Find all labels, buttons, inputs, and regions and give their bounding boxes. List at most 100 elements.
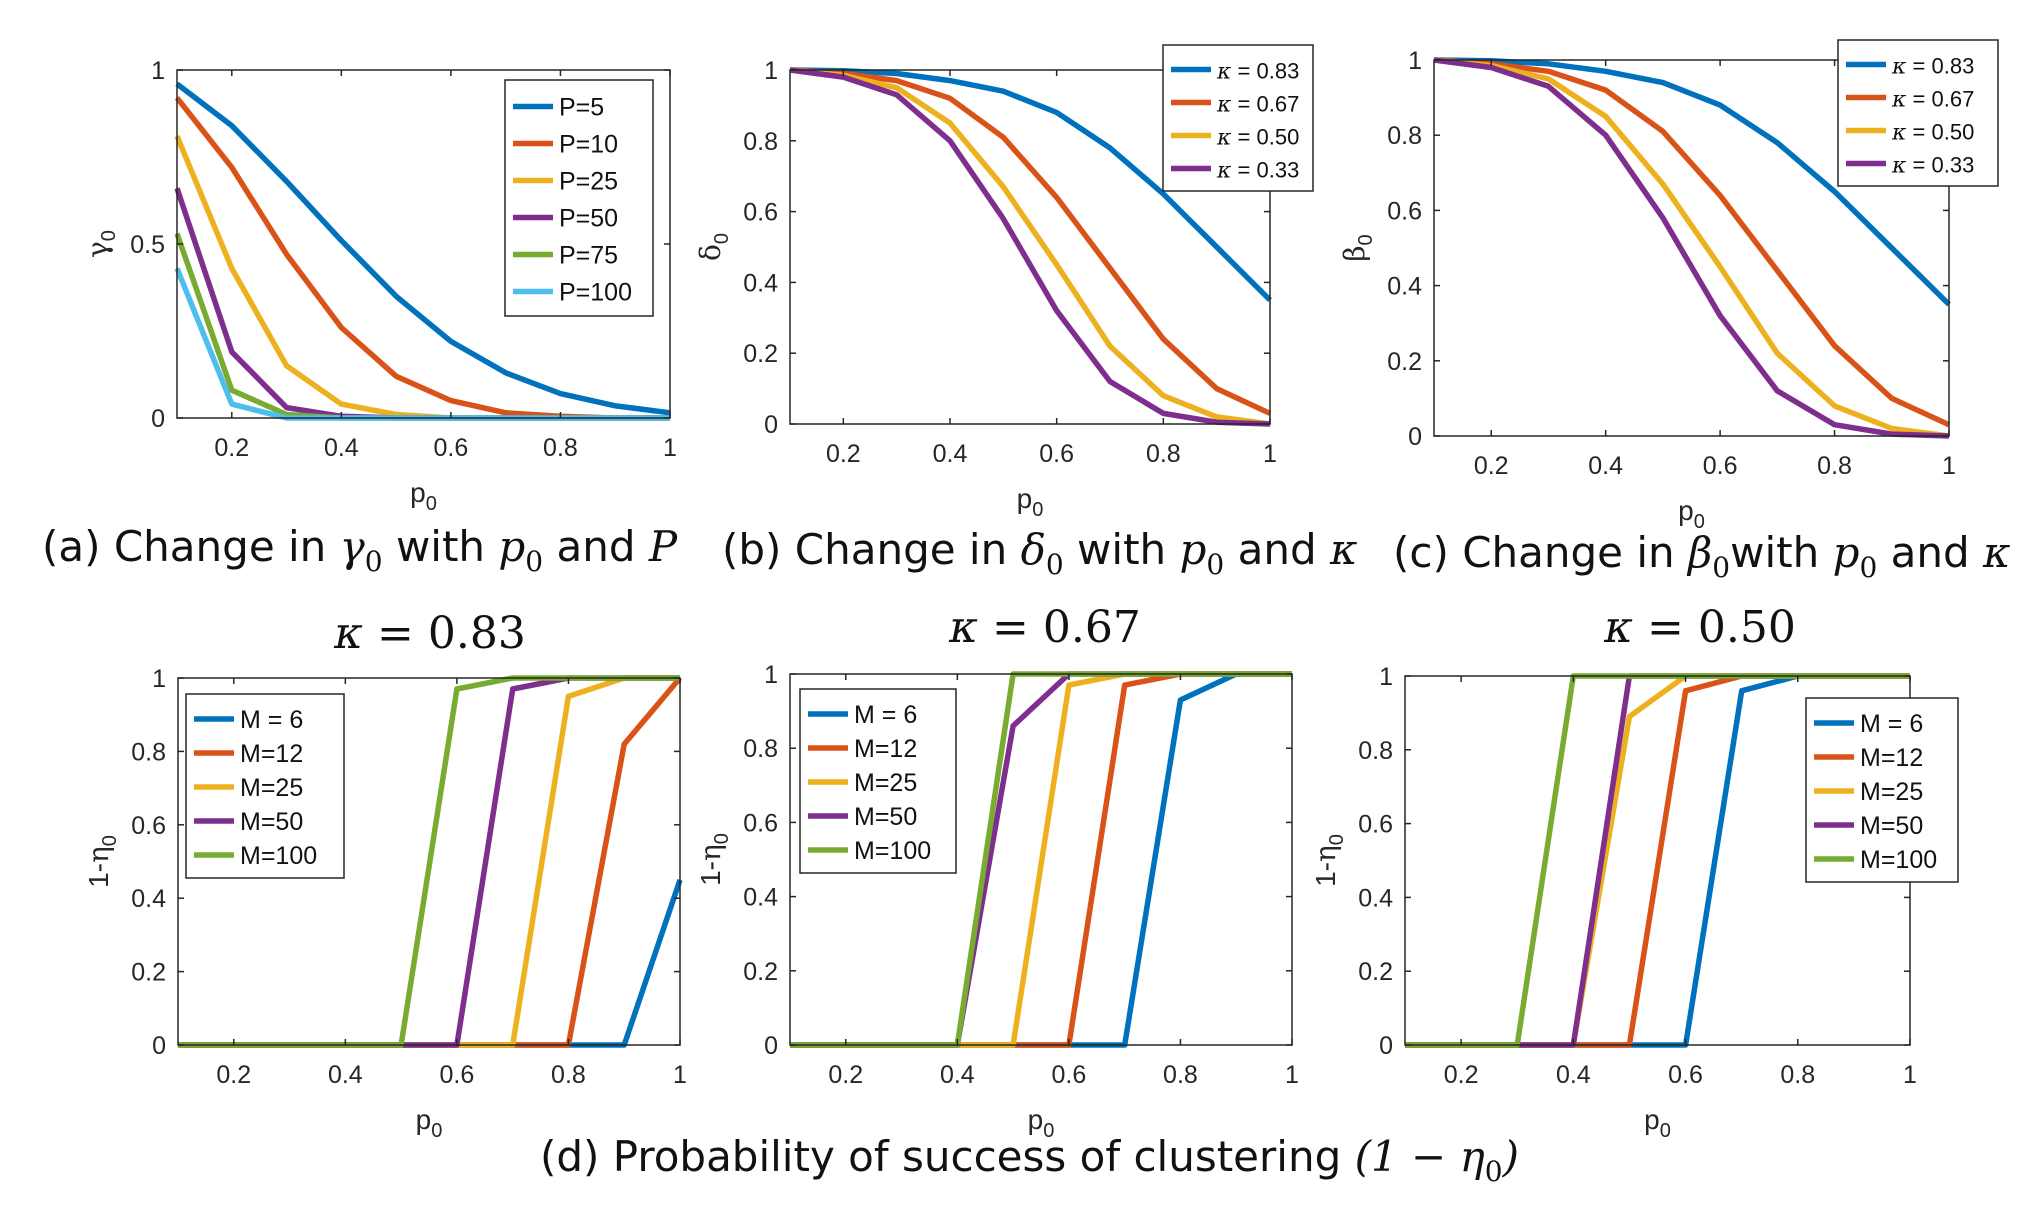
y-tick-label-a-2: 1 bbox=[151, 57, 165, 85]
caption-b-symbol-sub: 0 bbox=[1045, 548, 1064, 581]
legend-label-a-3: P=50 bbox=[559, 205, 618, 233]
y-tick-label-d3-2: 0.4 bbox=[1358, 884, 1393, 912]
panel-title-d3-value: = 0.50 bbox=[1633, 602, 1796, 653]
panel-title-d2-value: = 0.67 bbox=[978, 602, 1141, 653]
legend-box-d2 bbox=[799, 688, 957, 874]
series-line-c-0 bbox=[1433, 57, 1951, 307]
caption-a-mid: with bbox=[382, 522, 499, 571]
x-tick-label-a-4: 1 bbox=[663, 434, 677, 462]
y-tick-label-b-2: 0.4 bbox=[743, 269, 778, 297]
x-tick-label-c-1: 0.4 bbox=[1588, 452, 1623, 480]
legend-d2: M = 6 M=12 M=25 M=50 M=100 bbox=[799, 688, 957, 874]
chart-d3: 0.2 0.4 0.6 0.8 1 0 0.2 0.4 0.6 0.8 1 p0 1-η0 M = 6 M=… bbox=[1309, 663, 1959, 1142]
legend-label-b-3: κ = 0.33 bbox=[1216, 158, 1299, 184]
legend-label-a-2: P=25 bbox=[559, 168, 618, 196]
y-tick-label-c-4: 0.8 bbox=[1387, 122, 1422, 150]
panel-title-d2: κ = 0.67 bbox=[915, 602, 1175, 653]
axes-box-d2 bbox=[789, 673, 1293, 1046]
chart-d2: 0.2 0.4 0.6 0.8 1 0 0.2 0.4 0.6 0.8 1 p0 1-η0 M = 6 M=… bbox=[694, 661, 1299, 1142]
y-tick-label-d2-0: 0 bbox=[764, 1032, 778, 1060]
legend-label-d2-2: M=25 bbox=[854, 769, 917, 797]
legend-label-d2-4: M=100 bbox=[854, 837, 931, 865]
series-line-b-2 bbox=[789, 67, 1271, 427]
x-tick-label-d1-3: 0.8 bbox=[551, 1061, 586, 1089]
y-tick-label-a-1: 0.5 bbox=[130, 231, 165, 259]
caption-d-close: ) bbox=[1502, 1132, 1519, 1181]
legend-label-b-2: κ = 0.50 bbox=[1216, 125, 1299, 151]
x-tick-label-b-0: 0.2 bbox=[826, 440, 861, 468]
x-tick-label-d1-4: 1 bbox=[673, 1061, 687, 1089]
chart-d1: 0.2 0.4 0.6 0.8 1 0 0.2 0.4 0.6 0.8 1 p0 1-η0 M = 6 M=… bbox=[82, 665, 687, 1142]
panel-title-d1-symbol: κ bbox=[334, 608, 364, 659]
legend-label-a-5: P=100 bbox=[559, 279, 632, 307]
y-tick-label-c-3: 0.6 bbox=[1387, 197, 1422, 225]
caption-b-last: κ bbox=[1329, 525, 1358, 574]
y-tick-label-d1-4: 0.8 bbox=[131, 738, 166, 766]
x-tick-label-c-2: 0.6 bbox=[1703, 452, 1738, 480]
axes-box-d1 bbox=[177, 677, 681, 1046]
panel-title-d3: κ = 0.50 bbox=[1570, 602, 1830, 653]
caption-a-symbol: γ bbox=[339, 522, 365, 571]
y-tick-label-d1-5: 1 bbox=[152, 665, 166, 693]
caption-b-symbol: δ bbox=[1020, 525, 1046, 574]
y-tick-label-d1-2: 0.4 bbox=[131, 885, 166, 913]
caption-a-last: P bbox=[648, 522, 678, 571]
panel-title-d3-symbol: κ bbox=[1604, 602, 1634, 653]
legend-d1: M = 6 M=12 M=25 M=50 M=100 bbox=[185, 693, 345, 879]
series-line-a-0 bbox=[175, 81, 671, 416]
y-tick-label-d3-3: 0.6 bbox=[1358, 811, 1393, 839]
legend-label-b-0: κ = 0.83 bbox=[1216, 59, 1299, 85]
legend-a: P=5 P=10 P=25 P=50 P=75 P=100 bbox=[504, 79, 654, 317]
caption-d-expr-sub: 0 bbox=[1484, 1155, 1503, 1188]
caption-c-p: p bbox=[1832, 528, 1860, 577]
x-tick-label-d1-2: 0.6 bbox=[440, 1061, 475, 1089]
legend-label-c-1: κ = 0.67 bbox=[1891, 87, 1974, 113]
caption-c-pre: (c) Change in bbox=[1393, 528, 1689, 577]
series-line-b-1 bbox=[789, 67, 1272, 416]
y-tick-label-d1-3: 0.6 bbox=[131, 812, 166, 840]
x-tick-label-d3-2: 0.6 bbox=[1668, 1061, 1703, 1089]
legend-label-d3-3: M=50 bbox=[1860, 812, 1923, 840]
legend-label-d1-2: M=25 bbox=[240, 774, 303, 802]
legend-label-d1-3: M=50 bbox=[240, 808, 303, 836]
x-tick-label-d2-3: 0.8 bbox=[1163, 1061, 1198, 1089]
y-tick-label-c-1: 0.2 bbox=[1387, 348, 1422, 376]
x-tick-label-a-0: 0.2 bbox=[214, 434, 249, 462]
caption-b: (b) Change in δ0 with p0 and κ bbox=[722, 525, 1358, 581]
x-axis-label-d2: p0 bbox=[1028, 1104, 1055, 1142]
x-tick-label-c-4: 1 bbox=[1942, 452, 1956, 480]
caption-d-expr: (1 − η bbox=[1354, 1132, 1485, 1181]
legend-b: κ = 0.83 κ = 0.67 κ = 0.50 κ = 0.33 bbox=[1162, 44, 1314, 192]
series-line-c-3 bbox=[1433, 57, 1950, 439]
y-tick-label-b-1: 0.2 bbox=[743, 340, 778, 368]
y-tick-label-a-0: 0 bbox=[151, 405, 165, 433]
x-tick-label-d3-3: 0.8 bbox=[1780, 1061, 1815, 1089]
x-tick-label-a-1: 0.4 bbox=[324, 434, 359, 462]
x-tick-label-a-3: 0.8 bbox=[543, 434, 578, 462]
legend-label-d1-1: M=12 bbox=[240, 740, 303, 768]
legend-label-c-3: κ = 0.33 bbox=[1891, 153, 1974, 179]
legend-label-d3-1: M=12 bbox=[1860, 744, 1923, 772]
y-axis-label-d3: 1-η0 bbox=[1309, 834, 1348, 887]
caption-c-symbol-sub: 0 bbox=[1712, 551, 1731, 584]
panel-title-d1: κ = 0.83 bbox=[300, 608, 560, 659]
caption-b-and: and bbox=[1224, 525, 1330, 574]
y-tick-label-d2-3: 0.6 bbox=[743, 809, 778, 837]
y-tick-label-b-0: 0 bbox=[764, 411, 778, 439]
x-tick-label-d2-1: 0.4 bbox=[940, 1061, 975, 1089]
y-tick-label-d3-1: 0.2 bbox=[1358, 958, 1393, 986]
legend-label-d3-0: M = 6 bbox=[1860, 710, 1923, 738]
y-axis-label-d1: 1-η0 bbox=[82, 835, 121, 888]
legend-label-d2-0: M = 6 bbox=[854, 701, 917, 729]
legend-label-d3-2: M=25 bbox=[1860, 778, 1923, 806]
legend-d3: M = 6 M=12 M=25 M=50 M=100 bbox=[1805, 697, 1959, 883]
chart-a: 0.2 0.4 0.6 0.8 1 0 0.5 1 p0 γ0 P=5 P=10 P=25 P=50 P=7… bbox=[81, 57, 677, 515]
x-tick-label-b-4: 1 bbox=[1263, 440, 1277, 468]
caption-a-pre: (a) Change in bbox=[42, 522, 340, 571]
caption-c: (c) Change in β0with p0 and κ bbox=[1393, 528, 2011, 584]
x-tick-label-d3-1: 0.4 bbox=[1556, 1061, 1591, 1089]
y-tick-label-c-0: 0 bbox=[1408, 423, 1422, 451]
